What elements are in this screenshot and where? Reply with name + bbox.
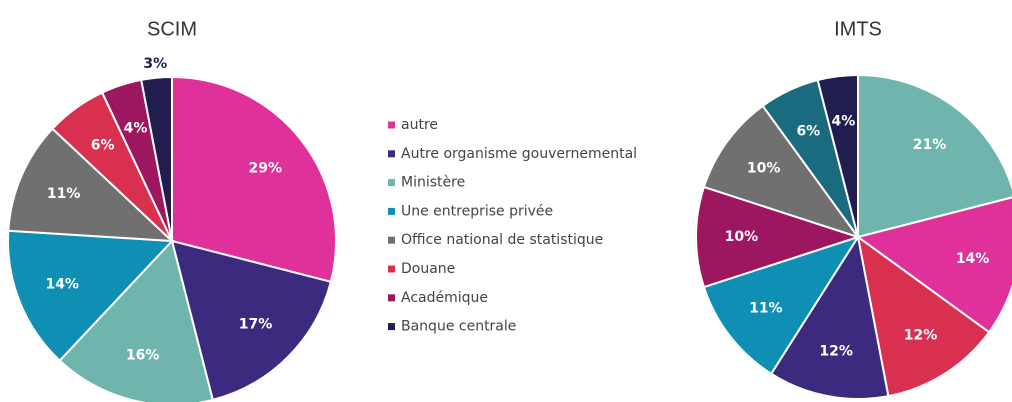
legend-swatch [388, 323, 395, 331]
legend-label: Office national de statistique [401, 232, 603, 248]
value-label: 11% [749, 300, 783, 316]
legend-swatch [388, 207, 395, 215]
pie-slice [769, 234, 890, 400]
legend-label: Banque centrale [401, 319, 516, 335]
legend-label: Douane [401, 261, 455, 277]
pie-slice [170, 239, 333, 402]
pie-slice [702, 104, 861, 239]
pie-slice [857, 73, 1012, 239]
value-label: 14% [956, 251, 990, 267]
value-label: 10% [747, 160, 781, 176]
value-label: 14% [45, 276, 79, 292]
pie-slice [171, 75, 337, 284]
pie-slice [856, 234, 991, 398]
pie-slice [695, 185, 862, 289]
value-label: 11% [47, 186, 81, 202]
legend-label: Ministère [401, 175, 465, 191]
value-label: 4% [831, 113, 855, 129]
legend-label: autre [401, 117, 438, 133]
legend-swatch [388, 179, 395, 187]
chart-title: SCIM [147, 18, 197, 40]
value-label: 4% [124, 121, 148, 137]
value-label: 6% [796, 123, 820, 139]
legend-swatch [388, 236, 395, 244]
legend-swatch [388, 150, 395, 158]
pie-slice [855, 196, 1012, 334]
value-label: 29% [249, 161, 283, 177]
pie-slice [7, 229, 175, 362]
chart-title: IMTS [834, 18, 882, 40]
legend-swatch [388, 121, 395, 129]
legend-swatch [388, 265, 395, 273]
value-label: 6% [91, 137, 115, 153]
pie-slice [702, 235, 861, 376]
pie-slice [140, 75, 173, 242]
pie-slice [58, 238, 215, 402]
legend-label: Académique [401, 290, 488, 306]
value-label: 12% [904, 327, 938, 343]
value-label: 21% [913, 137, 947, 153]
value-label: 3% [143, 56, 167, 72]
value-label: 10% [725, 229, 759, 245]
pie-slice [816, 73, 859, 238]
value-label: 16% [126, 347, 160, 363]
value-label: 12% [819, 344, 853, 360]
legend-label: Une entreprise privée [401, 203, 553, 219]
legend-swatch [388, 294, 395, 302]
value-label: 17% [239, 316, 273, 332]
pie-slice [7, 127, 175, 243]
legend-label: Autre organisme gouvernemental [401, 146, 637, 162]
